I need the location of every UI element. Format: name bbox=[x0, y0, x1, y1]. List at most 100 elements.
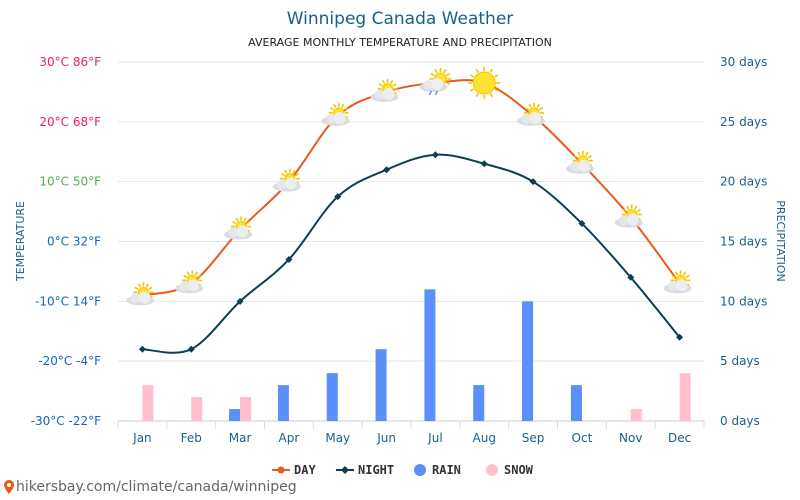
snow-bar bbox=[630, 409, 642, 421]
snow-bar bbox=[240, 397, 252, 421]
cloud-puff bbox=[179, 281, 190, 292]
legend-label: DAY bbox=[294, 463, 316, 477]
cloud-icon bbox=[272, 177, 301, 192]
temperature-tick-label: 20°C 68°F bbox=[39, 115, 101, 129]
temperature-tick-label: 0°C 32°F bbox=[47, 235, 101, 249]
temperature-tick-label: -20°C -4°F bbox=[38, 354, 101, 368]
cloud-icon bbox=[126, 291, 155, 306]
partly-cloudy-icon bbox=[272, 168, 301, 192]
sun-ray bbox=[183, 274, 188, 279]
month-label: Nov bbox=[619, 431, 642, 445]
weather-icons bbox=[126, 66, 692, 306]
cloud-icon bbox=[517, 111, 546, 126]
month-label: Feb bbox=[181, 431, 202, 445]
night-point bbox=[138, 345, 146, 353]
left-axis-label: TEMPERATURE bbox=[14, 201, 27, 282]
cloud-icon bbox=[321, 111, 350, 126]
legend-dot-swatch bbox=[486, 464, 498, 476]
cloud-puff bbox=[130, 293, 141, 304]
legend-label: SNOW bbox=[504, 463, 534, 477]
sun-ray bbox=[148, 286, 153, 291]
rain-bar bbox=[473, 385, 485, 421]
temperature-tick-label: -30°C -22°F bbox=[31, 414, 101, 428]
sun-ray bbox=[389, 79, 394, 85]
cloud-icon bbox=[419, 77, 448, 92]
footer: hikersbay.com/climate/canada/winnipeg bbox=[4, 479, 297, 495]
sun-ray bbox=[685, 274, 690, 279]
precip-tick-label: 10 days bbox=[720, 294, 767, 308]
partly-cloudy-icon bbox=[565, 150, 594, 174]
cloud-puff bbox=[325, 113, 336, 124]
sun-ray bbox=[494, 74, 499, 78]
location-pin-icon bbox=[4, 480, 14, 494]
temperature-tick-label: 30°C 86°F bbox=[39, 55, 101, 69]
cloud-puff bbox=[187, 279, 200, 292]
cloud-icon bbox=[565, 159, 594, 174]
partly-cloudy-icon bbox=[321, 102, 350, 126]
snow-bar bbox=[679, 373, 691, 421]
month-label: Jul bbox=[427, 431, 442, 445]
rain-cloud-icon bbox=[419, 67, 452, 96]
legend-label: NIGHT bbox=[358, 463, 394, 477]
sun-ray bbox=[622, 208, 627, 213]
legend-item-rain: RAIN bbox=[414, 463, 461, 477]
month-label: May bbox=[325, 431, 350, 445]
sun-ray bbox=[284, 169, 288, 174]
sun-ray bbox=[392, 83, 397, 87]
cloud-icon bbox=[370, 87, 399, 102]
cloud-puff bbox=[284, 177, 297, 190]
footer-link[interactable]: hikersbay.com/climate/canada/winnipeg bbox=[16, 479, 297, 495]
sun-ray bbox=[446, 72, 451, 77]
sun-ray bbox=[186, 271, 190, 276]
sun-ray bbox=[443, 69, 447, 74]
sun-ray bbox=[626, 205, 630, 210]
rain-bar bbox=[570, 385, 582, 421]
precip-tick-label: 30 days bbox=[720, 55, 767, 69]
right-axis-label: PRECIPITATION bbox=[774, 200, 787, 281]
sun-ray bbox=[446, 81, 451, 86]
sun-ray bbox=[197, 274, 202, 279]
cloud-puff bbox=[626, 213, 639, 226]
sun-ray bbox=[137, 283, 142, 288]
sun-ray bbox=[245, 220, 251, 225]
cloud-puff bbox=[382, 87, 395, 100]
cloud-puff bbox=[138, 291, 151, 304]
legend-item-day: DAY bbox=[272, 463, 316, 477]
sun-ray bbox=[343, 107, 348, 111]
legend-item-night: NIGHT bbox=[336, 463, 394, 477]
day-line bbox=[142, 79, 681, 297]
temperature-lines bbox=[138, 79, 684, 354]
cloud-puff bbox=[521, 113, 532, 124]
precip-tick-label: 5 days bbox=[720, 354, 760, 368]
sun-ray bbox=[577, 151, 581, 156]
precip-tick-label: 25 days bbox=[720, 115, 767, 129]
rain-bar bbox=[522, 301, 534, 421]
sun-ray bbox=[280, 172, 286, 177]
cloud-icon bbox=[663, 279, 692, 294]
cloud-puff bbox=[276, 179, 287, 190]
month-label: Aug bbox=[473, 431, 496, 445]
snow-bar bbox=[142, 385, 154, 421]
sun-ray bbox=[434, 69, 438, 74]
rain-bar bbox=[277, 385, 289, 421]
night-point bbox=[236, 297, 244, 305]
rain-bar bbox=[326, 373, 338, 421]
month-label: Oct bbox=[572, 431, 593, 445]
sun-ray bbox=[145, 283, 150, 288]
night-point bbox=[480, 160, 488, 168]
temperature-tick-label: 10°C 50°F bbox=[39, 175, 101, 189]
sun-ray bbox=[333, 103, 337, 109]
sun-icon bbox=[468, 66, 501, 99]
legend-item-snow: SNOW bbox=[486, 463, 534, 477]
sun-ray bbox=[378, 83, 383, 87]
sun-ray bbox=[525, 107, 530, 111]
sun-ray bbox=[235, 217, 239, 222]
precip-tick-label: 0 days bbox=[720, 414, 760, 428]
cloud-puff bbox=[423, 79, 434, 90]
night-point bbox=[187, 345, 195, 353]
month-label: Sep bbox=[522, 431, 545, 445]
partly-cloudy-icon bbox=[224, 216, 253, 240]
partly-cloudy-icon bbox=[614, 204, 643, 228]
legend-marker bbox=[277, 466, 285, 474]
